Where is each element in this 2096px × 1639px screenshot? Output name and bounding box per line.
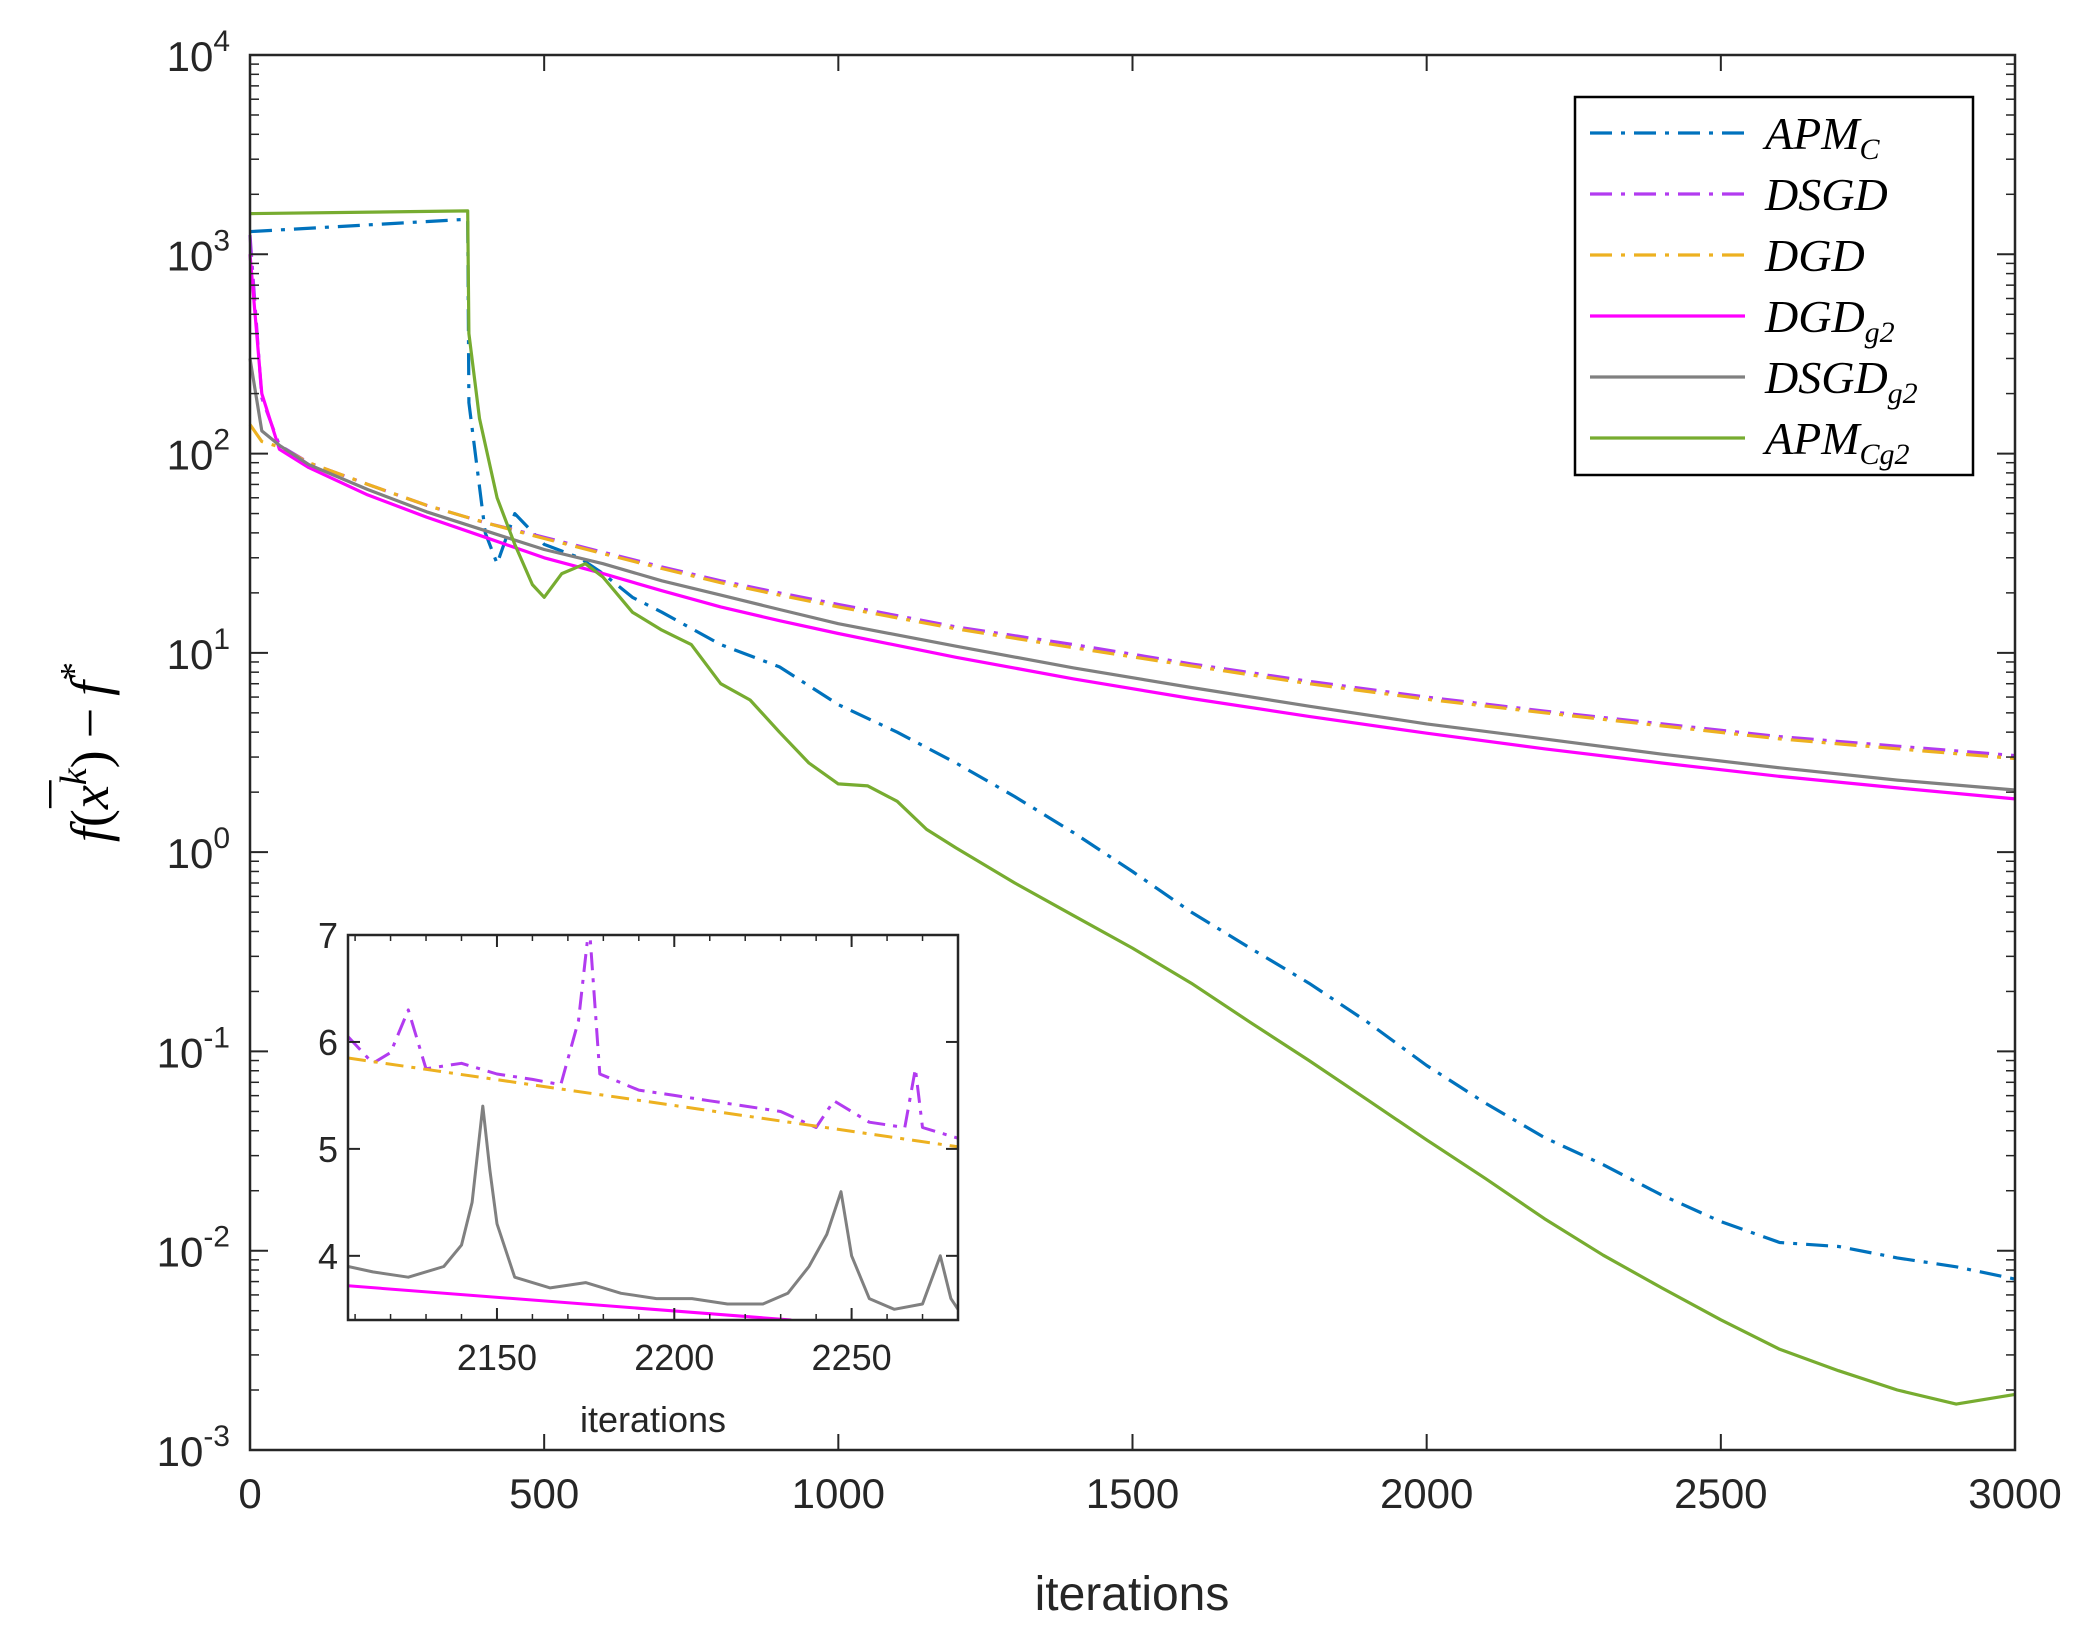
series-line-dsgd-g2	[248, 358, 2016, 792]
legend-label: APMC	[1762, 108, 1881, 166]
inset-series-line-dsgd	[348, 935, 958, 1140]
x-axis-label: iterations	[1035, 1568, 1230, 1621]
y-tick-label: 101	[167, 623, 230, 678]
x-tick-label: 500	[509, 1470, 579, 1517]
y-tick-label: 10-1	[157, 1021, 230, 1076]
x-tick-label: 1500	[1086, 1470, 1179, 1517]
x-tick-label: 2500	[1674, 1470, 1767, 1517]
x-tick-label: 0	[238, 1470, 261, 1517]
legend-label: DSGD	[1764, 169, 1888, 220]
ylabel-k: k	[53, 767, 95, 785]
series-line-dgd-g2	[248, 254, 2016, 801]
y-tick-label: 104	[167, 25, 230, 80]
legend-label: APMCg2	[1762, 413, 1910, 471]
ylabel-lparen: (	[60, 809, 120, 827]
legend-label: DGDg2	[1764, 291, 1895, 349]
legend-box	[1573, 95, 1975, 477]
inset-y-tick-label: 4	[318, 1236, 338, 1277]
ylabel-minus: −	[60, 708, 120, 738]
inset-y-tick-label: 7	[318, 915, 338, 956]
series-line-dsgd	[248, 234, 2016, 758]
x-tick-label: 2000	[1380, 1470, 1473, 1517]
inset-plot: 2150 2200 2250 4 5 6 7 iterations	[318, 915, 960, 1440]
inset-x-tick-label: 2200	[634, 1337, 714, 1378]
inset-y-axis: 4 5 6 7	[318, 915, 958, 1277]
series-line-dgd	[248, 423, 2016, 761]
series-line-apm-cg2	[249, 209, 2016, 1406]
inset-y-tick-label: 6	[318, 1022, 338, 1063]
y-axis: 10-3 10-2 10-1 100 101 102 103 104	[157, 25, 2015, 1475]
inset-x-axis: 2150 2200 2250	[354, 935, 959, 1378]
series-lines	[248, 209, 2016, 1406]
inset-y-tick-label: 5	[318, 1129, 338, 1170]
y-tick-label: 10-3	[157, 1420, 230, 1475]
inset-series-line-dgd-g2	[348, 1284, 792, 1320]
inset-x-axis-label: iterations	[580, 1399, 726, 1440]
ylabel-star: *	[53, 662, 95, 681]
inset-series-line-dsgd-g2	[348, 1104, 958, 1311]
inset-x-tick-label: 2250	[812, 1337, 892, 1378]
y-axis-label: f(xk)−f* ¯	[42, 662, 120, 842]
svg-text:f(xk)−f*: f(xk)−f*	[53, 662, 120, 842]
x-tick-label: 3000	[1968, 1470, 2061, 1517]
inset-frame	[346, 933, 960, 1322]
ylabel-bar: ¯	[42, 780, 102, 812]
y-tick-label: 100	[167, 822, 230, 877]
ylabel-rparen: )	[60, 750, 120, 768]
ylabel-x: x	[60, 785, 120, 810]
inset-series-lines	[348, 935, 958, 1320]
legend-label: DSGDg2	[1764, 352, 1918, 410]
inset-x-tick-label: 2150	[457, 1337, 537, 1378]
y-tick-label: 103	[167, 224, 230, 279]
y-tick-label: 10-2	[157, 1221, 230, 1276]
inset-plot-area	[348, 935, 958, 1320]
inset-series-line-dgd	[348, 1056, 958, 1149]
x-axis: 0 500 1000 1500 2000 2500 3000	[238, 55, 2062, 1517]
series-line-apm-c	[249, 217, 2016, 1281]
legend-label: DGD	[1764, 230, 1865, 281]
x-tick-label: 1000	[792, 1470, 885, 1517]
y-tick-label: 102	[167, 424, 230, 479]
